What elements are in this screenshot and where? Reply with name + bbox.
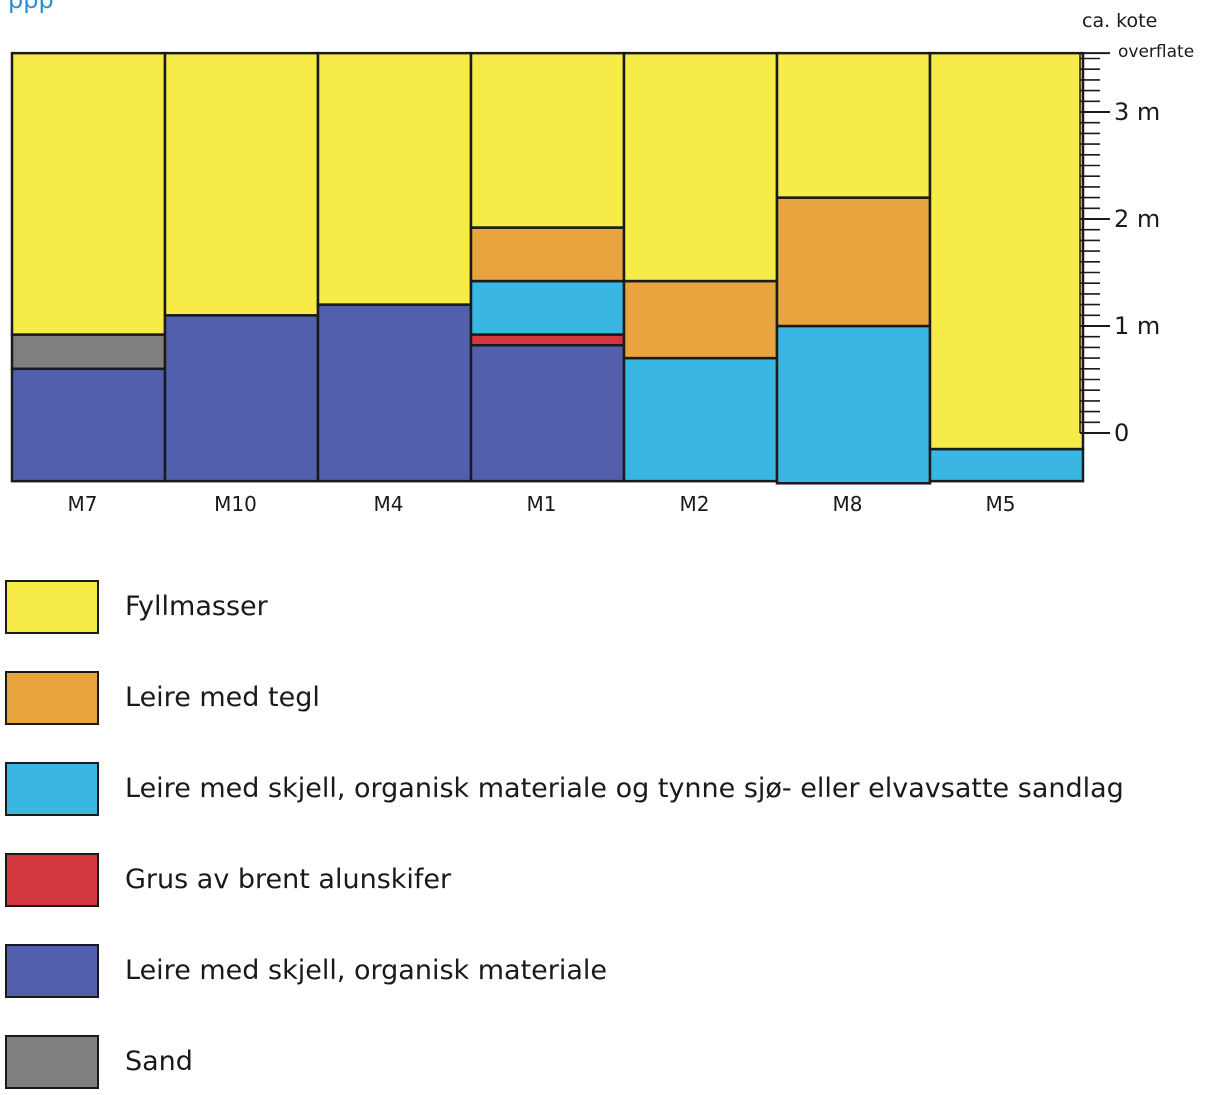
profile-label-m7: M7 [68,492,98,516]
legend-item-tegl: Leire med tegl [0,671,1207,731]
profile-columns: M7 M10 M4 M1 M2 M8 M5 [10,51,1085,516]
layer-m8-tegl [775,196,932,328]
legend-item-fyll: Fyllmasser [0,580,1207,640]
layer-m7-skjell [10,367,167,483]
legend-swatch [5,853,99,907]
elevation-scale: 3 m 2 m 1 m 0 [1079,52,1160,447]
layer-m1-fyll [469,51,626,229]
layer-m5-skjell-sand [928,447,1085,483]
legend-item-skjell-sand: Leire med skjell, organisk materiale og … [0,762,1207,822]
legend-item-alun: Grus av brent alunskifer [0,853,1207,913]
layer-m2-skjell-sand [622,356,779,483]
legend-label: Fyllmasser [125,591,268,622]
legend-swatch [5,762,99,816]
layer-m1-skjell [469,344,626,483]
axis-title-line2: overflate [1118,42,1194,62]
layer-m2-tegl [622,279,779,360]
layer-m4-fyll [316,51,473,306]
legend-label: Grus av brent alunskifer [125,864,452,895]
layer-m1-alun [469,333,626,347]
layer-m10-skjell [163,314,320,483]
tick-label: 1 m [1114,312,1160,340]
layer-m4-skjell [316,303,473,483]
layer-m1-tegl [469,226,626,283]
layer-m8-fyll [775,51,932,199]
tick-label: 3 m [1114,98,1160,126]
legend-item-sand: Sand [0,1035,1207,1095]
legend-swatch [5,580,99,634]
legend-swatch [5,671,99,725]
profile-column-m10: M10 [163,51,320,516]
axis-title-line1: ca. kote [1082,10,1157,32]
profile-label-m2: M2 [680,492,710,516]
layer-m7-fyll [10,51,167,336]
profile-column-m1: M1 [469,51,626,516]
profile-column-m5: M5 [928,51,1085,516]
profile-label-m1: M1 [527,492,557,516]
tick-label: 0 [1114,419,1129,447]
profile-label-m8: M8 [833,492,863,516]
profile-label-m5: M5 [986,492,1016,516]
tick-label: 2 m [1114,205,1160,233]
layer-m10-fyll [163,51,320,317]
legend-label: Leire med tegl [125,682,320,713]
profile-label-m10: M10 [214,492,257,516]
legend-swatch [5,944,99,998]
profile-column-m4: M4 [316,51,473,516]
legend-item-skjell: Leire med skjell, organisk materiale [0,944,1207,1004]
profile-column-m2: M2 [622,51,779,516]
layer-m8-skjell-sand [775,324,932,485]
borehole-profile-diagram: M7 M10 M4 M1 M2 M8 M5 3 m 2 m 1 m 0 ca. kote over… [10,10,1194,516]
layer-m5-fyll [928,51,1085,451]
profile-column-m7: M7 [10,51,167,516]
layer-m2-fyll [622,51,779,283]
legend-label: Sand [125,1046,193,1077]
layer-m1-skjell-sand [469,279,626,336]
legend-swatch [5,1035,99,1089]
profile-column-m8: M8 [775,51,932,516]
profile-label-m4: M4 [374,492,404,516]
legend-label: Leire med skjell, organisk materiale og … [125,773,1124,804]
page-title-fragment: ppp [8,0,54,14]
layer-m7-sand [10,333,167,371]
legend-label: Leire med skjell, organisk materiale [125,955,608,986]
